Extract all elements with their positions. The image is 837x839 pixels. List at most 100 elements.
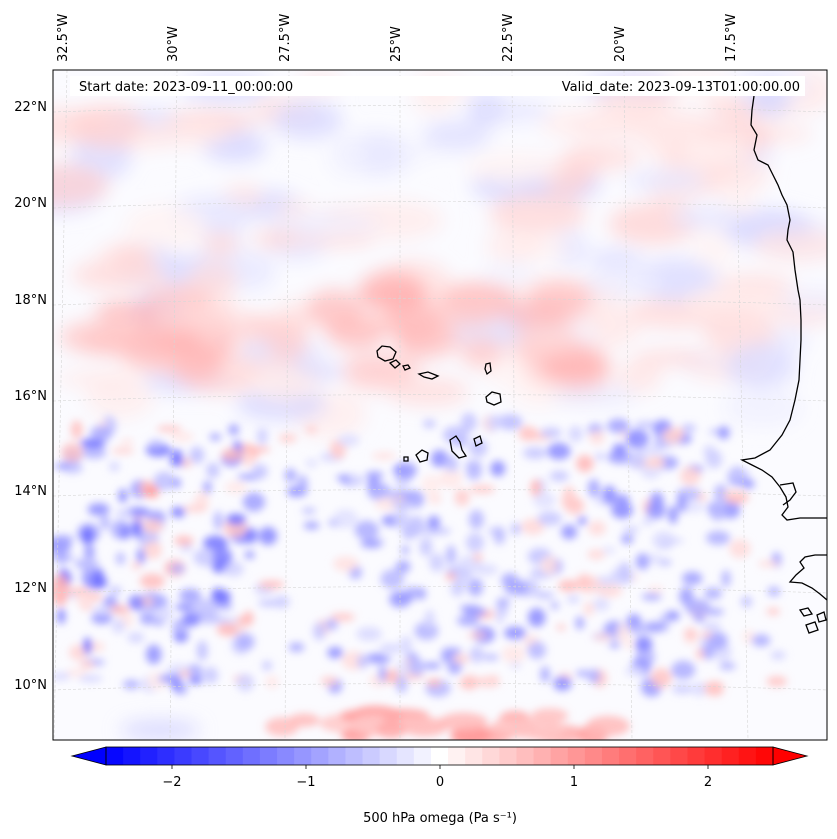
omega-patch <box>70 420 83 440</box>
omega-patch <box>225 481 247 494</box>
start-date-label: Start date: 2023-09-11_00:00:00 <box>79 80 293 95</box>
omega-patch <box>668 505 678 524</box>
omega-patch <box>153 471 175 491</box>
omega-patch <box>485 228 542 263</box>
omega-patch <box>151 303 233 336</box>
omega-fine-patches <box>53 412 788 740</box>
omega-patch <box>139 611 156 625</box>
omega-patch <box>297 475 308 495</box>
omega-patch <box>320 676 338 686</box>
omega-patch <box>577 516 587 526</box>
colorbar-step <box>721 747 740 765</box>
omega-patch <box>540 556 559 575</box>
omega-patch <box>593 597 610 612</box>
omega-patch <box>426 678 442 687</box>
colorbar-step <box>396 747 415 765</box>
omega-patch <box>588 520 606 536</box>
omega-patch <box>685 599 711 616</box>
omega-patch <box>724 388 801 427</box>
omega-patch <box>124 205 206 251</box>
lon-label: 25°W <box>389 26 404 62</box>
omega-patch <box>671 660 696 680</box>
omega-patch <box>390 500 417 508</box>
omega-patch <box>641 457 666 469</box>
omega-patch <box>681 571 703 586</box>
meridian <box>169 70 178 740</box>
map-frame <box>52 69 828 741</box>
omega-patch <box>111 447 135 455</box>
omega-patch <box>704 608 725 616</box>
omega-patch <box>325 618 339 631</box>
omega-patch <box>721 570 731 588</box>
omega-patch <box>67 587 90 594</box>
meridian <box>53 70 68 740</box>
omega-patch <box>174 604 197 611</box>
omega-patch <box>185 664 203 680</box>
omega-patch <box>400 545 410 555</box>
omega-patch <box>145 486 159 498</box>
omega-patch <box>717 426 730 440</box>
omega-patch <box>439 468 463 489</box>
omega-patch <box>237 616 253 624</box>
omega-patch <box>587 669 601 684</box>
omega-patch <box>684 627 697 640</box>
colorbar-step <box>413 747 432 765</box>
parallel <box>53 298 827 306</box>
omega-patch <box>356 626 382 642</box>
omega-patch <box>569 115 663 137</box>
omega-patch <box>142 519 163 534</box>
omega-patch <box>212 547 233 567</box>
colorbar-tick-label: −1 <box>296 775 315 790</box>
omega-patch <box>467 90 506 128</box>
omega-patch <box>256 427 268 445</box>
lat-label: 22°N <box>14 100 47 115</box>
map-panel: Start date: 2023-09-11_00:00:00 Valid_da… <box>52 69 828 741</box>
omega-patch <box>459 604 481 612</box>
omega-patch <box>148 439 164 449</box>
omega-patch <box>405 586 418 595</box>
omega-patch <box>707 631 728 650</box>
colorbar-step <box>499 747 518 765</box>
colorbar-step <box>208 747 227 765</box>
omega-patch <box>565 498 585 515</box>
omega-patch <box>301 507 316 515</box>
colorbar-step <box>482 747 500 765</box>
omega-patch <box>493 526 506 545</box>
omega-patch <box>57 370 140 388</box>
omega-patch <box>770 650 786 660</box>
colorbar-step <box>242 747 261 765</box>
omega-patch <box>540 427 562 439</box>
cape-verde-brava <box>403 456 409 462</box>
omega-patch <box>131 561 142 570</box>
meridian <box>284 70 290 740</box>
omega-patch <box>439 712 488 732</box>
colorbar-ticks <box>171 765 709 769</box>
omega-patch <box>92 605 113 615</box>
bijagos-islands <box>798 607 827 634</box>
colorbar-step <box>345 747 364 765</box>
omega-patch <box>400 142 438 161</box>
omega-patch <box>460 336 503 369</box>
meridian <box>623 70 633 740</box>
omega-patch <box>79 660 95 670</box>
omega-patch <box>757 560 780 567</box>
omega-patch <box>408 658 425 677</box>
omega-patch <box>79 438 106 449</box>
omega-patch <box>139 573 165 589</box>
omega-patch <box>626 429 649 449</box>
omega-patch <box>313 622 326 641</box>
colorbar-step <box>311 747 329 765</box>
omega-patch <box>682 136 750 162</box>
colorbar-steps <box>106 747 774 765</box>
colorbar-step <box>755 747 774 765</box>
omega-patch <box>643 621 665 633</box>
omega-patch <box>379 643 401 654</box>
omega-patch <box>120 720 200 740</box>
omega-patch <box>741 596 752 608</box>
omega-patch <box>589 430 605 445</box>
colorbar-tick-label: 0 <box>436 775 444 790</box>
colorbar-step <box>328 747 347 765</box>
omega-patch <box>650 668 672 688</box>
lat-label: 10°N <box>14 678 47 693</box>
omega-patch <box>489 193 587 234</box>
